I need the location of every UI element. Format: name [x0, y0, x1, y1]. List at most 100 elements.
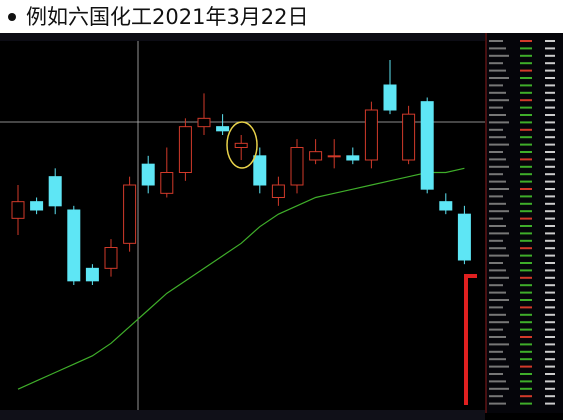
panel-row	[489, 232, 509, 235]
panel-row	[489, 69, 506, 72]
panel-row	[545, 62, 555, 65]
panel-row	[489, 114, 506, 116]
panel-row	[489, 313, 506, 316]
candle-body	[178, 126, 192, 173]
panel-row	[545, 350, 555, 353]
panel-row	[545, 387, 555, 390]
panel-row	[545, 84, 555, 87]
panel-row	[545, 365, 555, 368]
panel-row	[489, 343, 509, 346]
panel-row	[489, 54, 509, 57]
candle-body	[30, 201, 44, 211]
panel-row	[545, 47, 555, 50]
bottom-bar	[0, 410, 485, 420]
panel-row	[545, 54, 555, 57]
panel-row	[520, 54, 532, 57]
panel-row	[489, 365, 509, 368]
highlight-circle	[226, 121, 258, 169]
panel-row	[545, 395, 555, 398]
panel-row	[520, 128, 532, 131]
candle-body	[383, 84, 397, 111]
panel-row	[520, 387, 532, 390]
panel-row	[520, 143, 532, 146]
panel-row	[520, 395, 532, 398]
panel-row	[489, 276, 509, 279]
panel-row	[520, 358, 532, 361]
panel-row	[520, 77, 532, 79]
panel-row	[520, 173, 532, 176]
panel-row	[520, 121, 532, 124]
panel-row	[545, 269, 555, 272]
moving-average	[17, 167, 465, 390]
panel-row	[489, 91, 506, 94]
panel-row	[520, 380, 532, 383]
candle-body	[197, 117, 211, 128]
panel-row	[520, 40, 532, 42]
panel-row	[489, 402, 506, 405]
candle-body	[420, 101, 434, 190]
panel-row	[489, 202, 506, 205]
red-bracket	[464, 274, 477, 405]
panel-row	[545, 313, 555, 316]
panel-row	[489, 180, 506, 183]
panel-row	[489, 291, 506, 294]
candle-body	[141, 163, 155, 186]
candle-body	[327, 155, 341, 158]
panel-row	[545, 336, 555, 338]
panel-row	[545, 402, 555, 405]
panel-row	[545, 358, 555, 361]
panel-row	[489, 188, 509, 190]
panel-row	[489, 373, 503, 375]
candle-body	[67, 209, 81, 282]
panel-row	[520, 299, 532, 301]
panel-row	[489, 84, 503, 87]
panel-row	[489, 284, 503, 287]
panel-row	[545, 91, 555, 94]
candle-body	[402, 113, 416, 161]
panel-row	[520, 336, 532, 338]
panel-row	[520, 165, 532, 168]
panel-row	[545, 276, 555, 279]
candle-body	[290, 147, 304, 186]
panel-row	[545, 239, 555, 242]
panel-row	[489, 165, 509, 168]
panel-row	[520, 188, 532, 190]
panel-row	[520, 247, 532, 250]
bullet	[8, 13, 16, 21]
slide-title: 例如六国化工2021年3月22日	[26, 5, 309, 29]
panel-row	[520, 106, 532, 109]
panel-row	[520, 306, 532, 309]
panel-row	[520, 239, 532, 242]
candle-body	[85, 267, 99, 282]
candle-body	[271, 184, 285, 198]
panel-row	[545, 158, 555, 161]
panel-row	[545, 40, 555, 42]
panel-row	[520, 202, 532, 205]
panel-row	[520, 84, 532, 87]
panel-row	[520, 114, 532, 116]
panel-row	[489, 62, 503, 65]
panel-row	[545, 284, 555, 287]
panel-row	[545, 210, 555, 213]
candle-body	[123, 184, 137, 244]
panel-row	[520, 262, 532, 264]
panel-row	[520, 343, 532, 346]
panel-row	[545, 173, 555, 176]
panel-row	[489, 217, 503, 220]
panel-row	[520, 69, 532, 72]
panel-row	[520, 99, 532, 102]
panel-row	[545, 328, 555, 331]
panel-row	[545, 373, 555, 375]
panel-row	[520, 254, 532, 257]
panel-row	[520, 402, 532, 405]
panel-row	[489, 269, 506, 272]
panel-row	[545, 188, 555, 190]
panel-row	[520, 284, 532, 287]
panel-row	[489, 380, 506, 383]
panel-row	[520, 232, 532, 235]
panel-row	[545, 202, 555, 205]
panel-row	[520, 195, 532, 198]
panel-row	[520, 47, 532, 50]
panel-row	[520, 365, 532, 368]
